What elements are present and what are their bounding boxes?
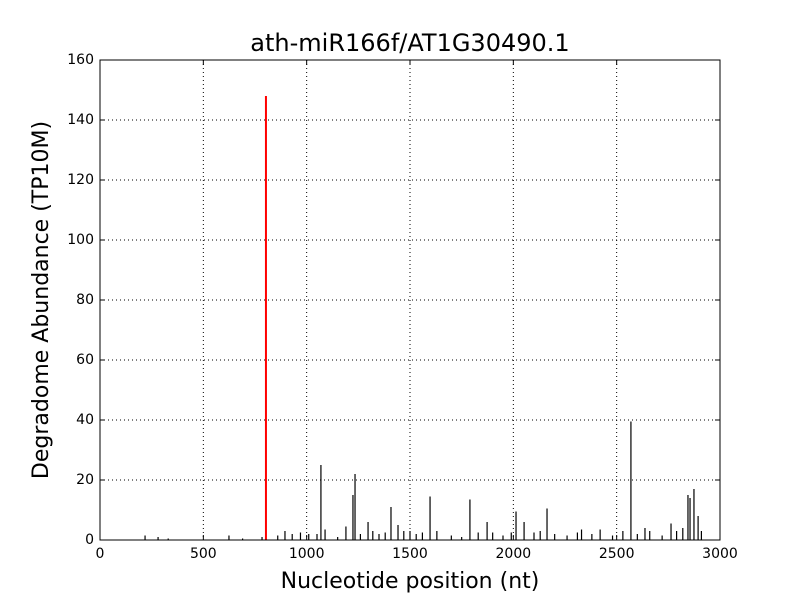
x-axis-label: Nucleotide position (nt)	[281, 569, 540, 594]
y-tick-label: 40	[76, 412, 94, 428]
y-tick-label: 20	[76, 472, 94, 488]
y-tick-label: 120	[67, 172, 94, 188]
y-tick-label: 0	[85, 532, 94, 548]
x-tick-label: 0	[96, 546, 105, 562]
y-tick-label: 60	[76, 352, 94, 368]
y-tick-label: 100	[67, 232, 94, 248]
y-tick-label: 160	[67, 52, 94, 68]
x-tick-label: 3000	[702, 546, 738, 562]
x-tick-label: 500	[190, 546, 217, 562]
plot-frame	[99, 59, 721, 541]
x-tick-label: 1500	[392, 546, 428, 562]
y-tick-label: 140	[67, 112, 94, 128]
y-axis-label: Degradome Abundance (TP10M)	[29, 121, 54, 479]
x-tick-label: 2000	[496, 546, 532, 562]
y-tick-label: 80	[76, 292, 94, 308]
chart-title: ath-miR166f/AT1G30490.1	[250, 29, 569, 57]
x-tick-label: 1000	[289, 546, 325, 562]
x-tick-label: 2500	[599, 546, 635, 562]
